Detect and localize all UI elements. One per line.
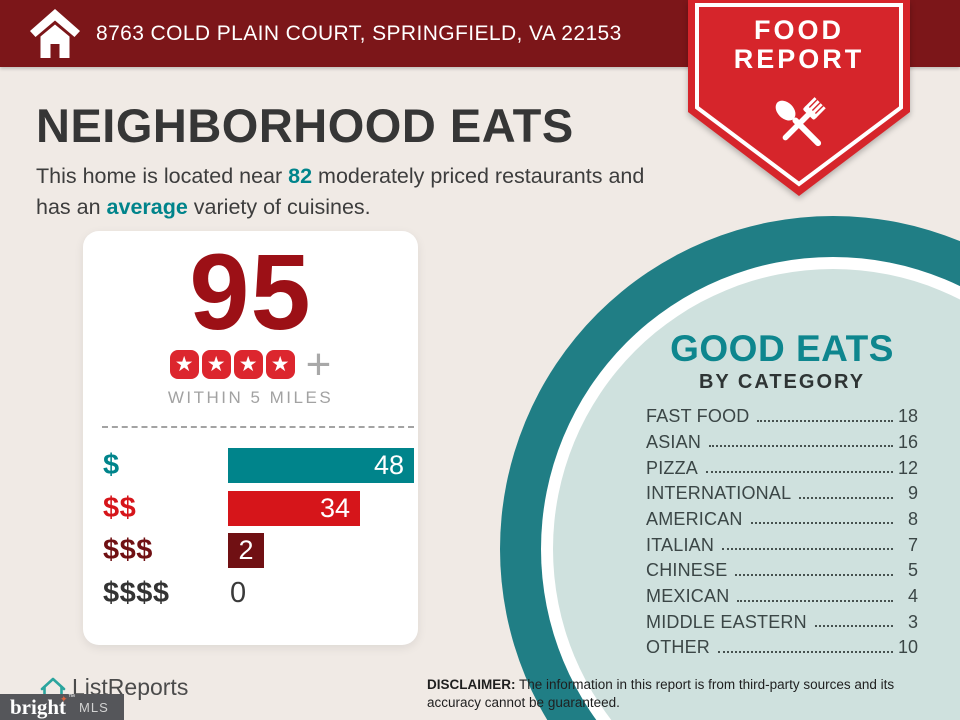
dot-leader [814, 625, 893, 628]
dot-leader [750, 522, 893, 525]
page-title: NEIGHBORHOOD EATS [36, 99, 574, 152]
price-tier-row: $$$$ 0 [103, 576, 418, 611]
category-value: 10 [897, 637, 918, 658]
home-icon [30, 9, 80, 58]
category-label: OTHER [646, 637, 710, 658]
category-value: 4 [907, 586, 918, 606]
good-eats-subtitle: BY CATEGORY [698, 370, 866, 393]
price-tier-label: $$ [103, 491, 137, 524]
food-report-ribbon: FOOD REPORT [688, 0, 910, 197]
dashed-divider [102, 426, 414, 428]
category-label: ITALIAN [646, 534, 715, 555]
category-label: AMERICAN [646, 508, 743, 529]
category-value: 9 [907, 483, 918, 504]
category-row: CHINESE 5 [646, 558, 918, 584]
category-value: 5 [907, 560, 918, 581]
price-tier-label: $ [103, 449, 120, 481]
intro-sentence: This home is located near 82 moderately … [36, 161, 676, 222]
dot-leader [757, 419, 893, 422]
star-rating: ★ ★ ★ ★ + [83, 340, 418, 389]
score-card: 95 ★ ★ ★ ★ + WITHIN 5 MILES $48 $$ 34 $$$ 2 $$$$ 0 [83, 231, 418, 645]
category-row: INTERNATIONAL 9 [646, 481, 918, 507]
price-tier-row: $$$ 2 [103, 533, 418, 568]
price-tier-row: $48 [103, 448, 418, 483]
category-list: FAST FOOD 18 ASIAN 16 PIZZA 12 INTERNATIONAL 9 A… [646, 404, 918, 661]
category-value: 12 [897, 457, 918, 478]
category-label: MIDDLE EASTERN [646, 611, 807, 632]
ribbon-shape [688, 0, 910, 196]
category-label: CHINESE [646, 560, 728, 581]
star-icon: ★ [233, 350, 263, 379]
category-row: FAST FOOD 18 [646, 404, 918, 430]
category-row: MEXICAN 4 [646, 584, 918, 610]
category-value: 8 [907, 508, 918, 529]
category-row: PIZZA 12 [646, 455, 918, 481]
category-label: ASIAN [646, 431, 702, 452]
restaurant-count: 82 [288, 164, 313, 188]
price-tier-bar: 48 [228, 448, 414, 483]
category-label: PIZZA [646, 457, 699, 478]
property-address: 8763 COLD PLAIN COURT, SPRINGFIELD, VA 2… [96, 21, 622, 45]
disclaimer-text: The information in this report is from t… [427, 677, 895, 710]
radius-label: WITHIN 5 MILES [167, 388, 334, 407]
category-label: MEXICAN [646, 586, 730, 606]
trademark-symbol: ™ [68, 693, 76, 701]
intro-text: This home is located near [36, 164, 289, 188]
category-value: 16 [897, 431, 918, 452]
intro-text: variety of cuisines. [187, 194, 371, 219]
category-value: 7 [907, 534, 918, 555]
star-icon: ★ [265, 350, 295, 379]
category-label: FAST FOOD [646, 406, 750, 427]
price-tier-value: 34 [319, 492, 350, 523]
dot-leader [735, 573, 893, 576]
dot-leader [709, 445, 893, 448]
price-tier-value: 48 [373, 450, 404, 480]
dot-leader [737, 599, 893, 602]
dot-leader [722, 548, 893, 551]
restaurant-score: 95 [189, 231, 312, 352]
category-label: INTERNATIONAL [646, 483, 792, 504]
variety-highlight: average [106, 194, 188, 219]
disclaimer-label: DISCLAIMER: [427, 677, 516, 692]
good-eats-panel: GOOD EATS BY CATEGORY FAST FOOD 18 ASIAN 16… [646, 328, 918, 661]
spoon-fork-icon [775, 97, 826, 147]
bright-mls-logo: bright ✦ ™ MLS [0, 694, 124, 720]
star-icon: ★ [169, 350, 199, 379]
category-value: 3 [907, 611, 918, 632]
price-tier-bar: 34 [228, 490, 360, 526]
price-tier-chart: $48 $$ 34 $$$ 2 $$$$ 0 [103, 448, 418, 618]
price-tier-row: $$ 34 [103, 490, 418, 526]
dot-leader [706, 471, 893, 474]
category-row: ITALIAN 7 [646, 532, 918, 558]
price-tier-label: $$$ [103, 534, 153, 566]
price-tier-label: $$$$ [103, 576, 170, 609]
plus-icon: + [305, 340, 332, 389]
ribbon-title-line2: REPORT [733, 44, 865, 74]
disclaimer: DISCLAIMER: The information in this repo… [427, 676, 895, 711]
star-icon: ★ [201, 350, 231, 379]
intro-text: moderately priced restaurants and has an [36, 164, 645, 219]
price-tier-value: 0 [230, 576, 247, 609]
ribbon-title-line1: FOOD [754, 15, 844, 45]
category-row: MIDDLE EASTERN 3 [646, 609, 918, 635]
category-row: OTHER 10 [646, 635, 918, 661]
dot-leader [718, 650, 893, 653]
price-tier-bar: 2 [228, 533, 264, 568]
category-row: AMERICAN 8 [646, 507, 918, 533]
good-eats-title: GOOD EATS [670, 328, 894, 369]
dot-leader [799, 496, 893, 499]
bright-wordmark: bright [10, 694, 67, 719]
price-tier-value: 2 [238, 535, 254, 565]
category-row: ASIAN 16 [646, 430, 918, 456]
mls-wordmark: MLS [79, 699, 109, 715]
category-value: 18 [897, 406, 918, 427]
